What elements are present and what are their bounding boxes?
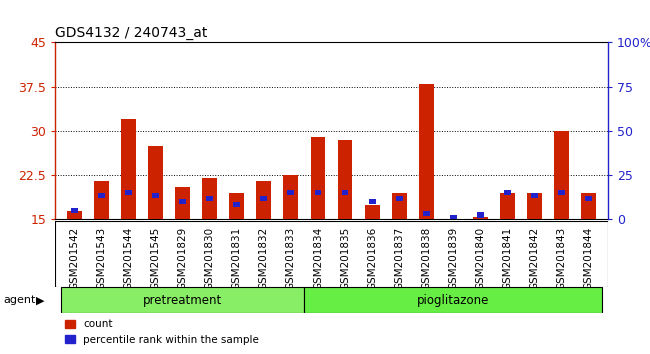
Bar xyxy=(531,193,538,198)
Bar xyxy=(179,199,186,204)
Bar xyxy=(202,178,217,219)
Bar xyxy=(261,196,267,201)
Bar xyxy=(148,146,163,219)
Bar xyxy=(287,190,294,195)
Bar xyxy=(581,193,596,219)
Text: ▶: ▶ xyxy=(36,295,44,305)
Bar xyxy=(504,190,511,195)
Bar xyxy=(229,193,244,219)
Text: GSM201829: GSM201829 xyxy=(177,227,188,290)
Bar xyxy=(71,208,77,213)
Text: GSM201830: GSM201830 xyxy=(205,227,214,290)
Bar xyxy=(233,202,240,207)
Text: GSM201833: GSM201833 xyxy=(286,227,296,290)
Bar xyxy=(125,190,132,195)
Text: GSM201834: GSM201834 xyxy=(313,227,323,290)
Bar xyxy=(477,212,484,218)
Text: GSM201832: GSM201832 xyxy=(259,227,269,290)
Bar xyxy=(423,211,430,216)
Text: pioglitazone: pioglitazone xyxy=(417,294,489,307)
Bar xyxy=(558,190,565,195)
Bar xyxy=(60,287,304,313)
Text: GSM201839: GSM201839 xyxy=(448,227,458,290)
Bar xyxy=(342,190,348,195)
Text: GSM201843: GSM201843 xyxy=(556,227,567,290)
Bar xyxy=(315,190,321,195)
Bar xyxy=(283,175,298,219)
Text: GSM201542: GSM201542 xyxy=(69,227,79,290)
Bar xyxy=(311,137,326,219)
Text: agent: agent xyxy=(3,295,36,305)
Bar xyxy=(554,131,569,219)
Text: GSM201842: GSM201842 xyxy=(530,227,540,290)
Text: GSM201837: GSM201837 xyxy=(394,227,404,290)
Bar xyxy=(392,193,407,219)
Bar xyxy=(419,84,434,219)
Bar xyxy=(304,287,603,313)
Bar xyxy=(586,196,592,201)
Bar xyxy=(473,217,488,219)
Bar xyxy=(369,199,376,204)
Bar xyxy=(365,205,380,219)
Text: GSM201543: GSM201543 xyxy=(96,227,107,290)
Bar xyxy=(175,187,190,219)
Text: GSM201844: GSM201844 xyxy=(584,227,594,290)
Text: GSM201836: GSM201836 xyxy=(367,227,377,290)
Text: GSM201838: GSM201838 xyxy=(421,227,432,290)
Bar xyxy=(98,193,105,198)
Legend: count, percentile rank within the sample: count, percentile rank within the sample xyxy=(60,315,263,349)
Text: GDS4132 / 240743_at: GDS4132 / 240743_at xyxy=(55,26,207,40)
Bar xyxy=(121,119,136,219)
Text: pretreatment: pretreatment xyxy=(143,294,222,307)
Text: GSM201544: GSM201544 xyxy=(124,227,133,290)
Text: GSM201840: GSM201840 xyxy=(475,227,486,290)
Bar xyxy=(450,215,457,219)
Text: GSM201545: GSM201545 xyxy=(150,227,161,290)
Text: GSM201831: GSM201831 xyxy=(231,227,242,290)
Bar xyxy=(94,181,109,219)
Bar xyxy=(152,193,159,198)
Text: GSM201835: GSM201835 xyxy=(340,227,350,290)
Bar xyxy=(337,140,352,219)
Bar xyxy=(500,193,515,219)
Text: GSM201841: GSM201841 xyxy=(502,227,513,290)
Bar xyxy=(206,196,213,201)
Bar xyxy=(396,196,402,201)
Bar xyxy=(256,181,271,219)
Bar xyxy=(67,211,82,219)
Bar xyxy=(527,193,542,219)
